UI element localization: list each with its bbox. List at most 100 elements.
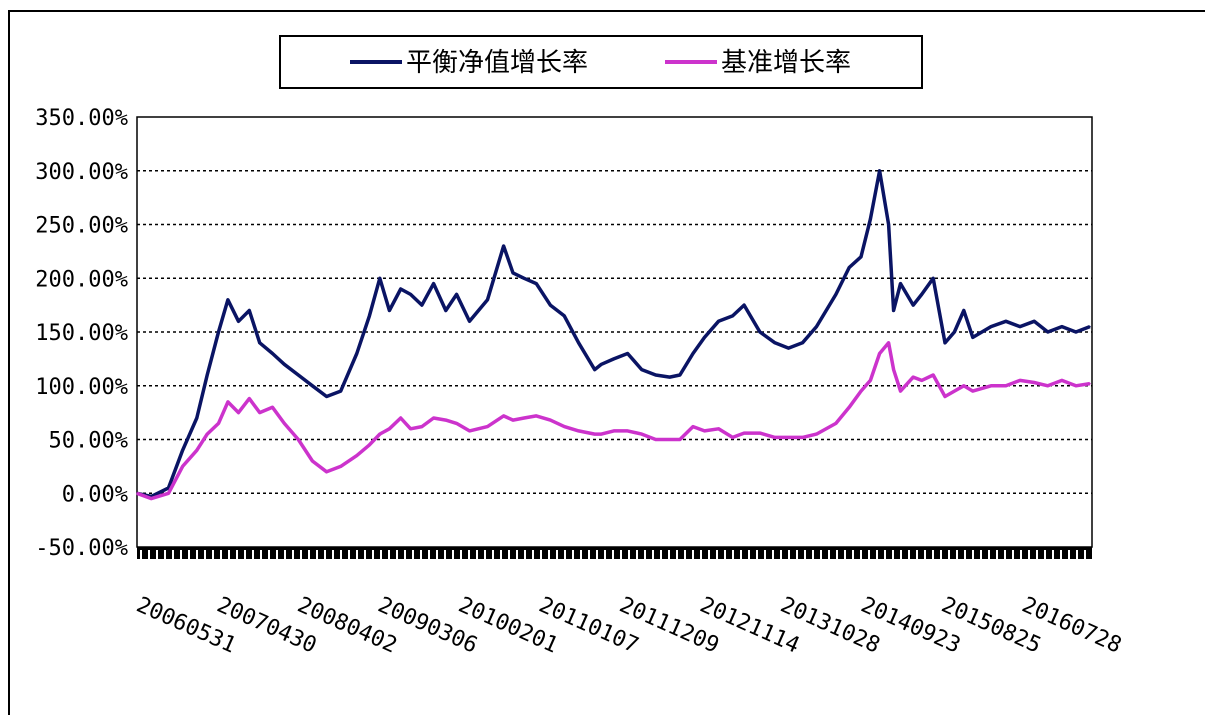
- data-point: [1033, 320, 1035, 323]
- data-point: [512, 419, 514, 421]
- y-tick-label: 150.00%: [35, 321, 128, 346]
- data-point: [1005, 385, 1007, 387]
- data-point: [388, 309, 391, 312]
- data-point: [445, 419, 447, 421]
- data-point: [399, 288, 402, 290]
- data-point: [379, 277, 381, 280]
- data-point: [297, 438, 300, 441]
- data-point: [1005, 320, 1007, 323]
- data-point: [613, 430, 615, 432]
- data-point: [297, 374, 300, 376]
- data-point: [743, 304, 745, 306]
- data-point: [468, 430, 471, 432]
- data-point: [932, 277, 934, 280]
- data-point: [1089, 325, 1091, 328]
- data-point: [944, 395, 946, 398]
- data-point: [887, 223, 890, 226]
- data-point: [860, 256, 862, 258]
- data-point: [549, 419, 552, 421]
- data-point: [887, 342, 890, 344]
- data-point: [912, 304, 914, 306]
- data-point: [432, 417, 435, 419]
- data-point: [953, 331, 956, 333]
- data-point: [181, 449, 184, 452]
- data-point: [421, 304, 423, 306]
- data-point: [196, 449, 198, 452]
- data-point: [227, 401, 229, 403]
- data-point: [523, 277, 525, 280]
- data-point: [486, 299, 489, 301]
- data-point: [577, 342, 580, 344]
- data-point: [1089, 382, 1091, 385]
- data-point: [409, 293, 412, 296]
- data-point: [217, 422, 220, 425]
- data-point: [206, 374, 208, 376]
- y-tick-label: 350.00%: [35, 106, 128, 131]
- data-point: [668, 376, 671, 378]
- data-point: [248, 309, 251, 312]
- data-point: [692, 352, 694, 355]
- data-point: [432, 282, 435, 285]
- data-point: [990, 325, 992, 328]
- data-point: [626, 352, 629, 355]
- data-point: [972, 336, 974, 339]
- data-point: [600, 363, 603, 366]
- data-point: [325, 395, 328, 398]
- data-point: [703, 430, 706, 432]
- data-point: [743, 432, 745, 434]
- data-point: [368, 444, 371, 446]
- data-point: [774, 342, 776, 344]
- data-point: [486, 425, 489, 428]
- data-point: [399, 417, 402, 419]
- data-point: [626, 430, 629, 432]
- data-point: [848, 266, 850, 269]
- data-point: [640, 433, 643, 435]
- data-point: [167, 487, 170, 489]
- data-point: [731, 315, 734, 317]
- data-point: [421, 425, 423, 428]
- data-point: [563, 315, 566, 317]
- data-point: [963, 385, 965, 387]
- data-point: [654, 438, 657, 441]
- y-tick-label: -50.00%: [35, 536, 128, 561]
- data-point: [1061, 325, 1063, 328]
- data-point: [1075, 331, 1077, 333]
- data-point: [878, 170, 881, 172]
- data-point: [869, 379, 872, 382]
- data-point: [1019, 379, 1021, 382]
- data-point: [963, 309, 965, 312]
- data-point: [759, 432, 761, 434]
- data-point: [468, 320, 471, 323]
- data-point: [150, 497, 153, 500]
- data-point: [445, 309, 447, 312]
- data-point: [523, 417, 525, 419]
- data-point: [258, 411, 261, 414]
- data-point: [258, 342, 261, 344]
- data-point: [869, 218, 872, 220]
- data-point: [932, 374, 934, 376]
- y-tick-label: 300.00%: [35, 160, 128, 185]
- data-point: [613, 358, 615, 360]
- data-point: [535, 415, 538, 417]
- data-point: [388, 428, 391, 430]
- data-point: [892, 309, 895, 312]
- y-tick-label: 250.00%: [35, 214, 128, 239]
- data-point: [1033, 381, 1035, 384]
- data-point: [899, 282, 902, 285]
- data-point: [409, 428, 412, 430]
- chart-frame: 350.00% 300.00% 250.00% 200.00% 150.00% 100.0…: [8, 10, 1205, 715]
- data-point: [679, 374, 681, 376]
- data-point: [912, 376, 914, 378]
- data-point: [217, 331, 220, 333]
- data-point: [972, 390, 974, 392]
- data-point: [759, 331, 761, 333]
- data-point: [654, 374, 657, 376]
- data-point: [899, 390, 902, 392]
- data-point: [379, 433, 381, 435]
- data-point: [1075, 385, 1077, 387]
- data-point: [577, 430, 580, 432]
- data-point: [356, 454, 358, 457]
- y-tick-label: 100.00%: [35, 375, 128, 400]
- data-point: [512, 272, 514, 274]
- data-point: [878, 352, 881, 355]
